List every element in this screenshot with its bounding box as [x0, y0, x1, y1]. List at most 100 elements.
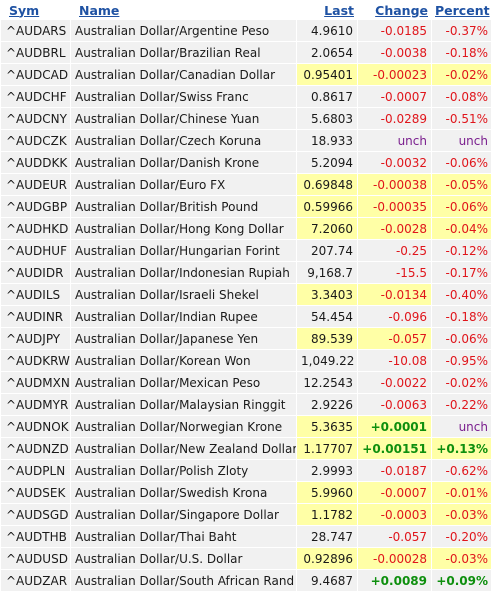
table-body: ^AUDARS Australian Dollar/Argentine Peso 4… — [1, 20, 491, 591]
header-row: Sym Name Last Change Percent — [1, 1, 491, 19]
percent-change-cell: -0.18% — [432, 306, 491, 327]
percent-change-cell: -0.37% — [432, 20, 491, 41]
name-cell: Australian Dollar/British Pound — [71, 196, 296, 217]
percent-change-cell: -0.08% — [432, 86, 491, 107]
table-row[interactable]: ^AUDTHB Australian Dollar/Thai Baht 28.747… — [1, 526, 491, 547]
symbol-cell: ^AUDSEK — [1, 482, 70, 503]
percent-change-cell: +0.13% — [432, 438, 491, 459]
table-row[interactable]: ^AUDSGD Australian Dollar/Singapore Dolla… — [1, 504, 491, 525]
sort-by-name-link[interactable]: Name — [71, 1, 296, 19]
last-price-cell: 89.539 — [297, 328, 357, 349]
change-cell: -0.0289 — [358, 108, 431, 129]
change-cell: -0.0007 — [358, 86, 431, 107]
name-cell: Australian Dollar/South African Rand — [71, 570, 296, 591]
name-cell: Australian Dollar/Brazilian Real — [71, 42, 296, 63]
percent-change-cell: -0.95% — [432, 350, 491, 371]
name-cell: Australian Dollar/Polish Zloty — [71, 460, 296, 481]
name-cell: Australian Dollar/Danish Krone — [71, 152, 296, 173]
percent-change-cell: -0.04% — [432, 218, 491, 239]
last-price-cell: 2.0654 — [297, 42, 357, 63]
last-price-cell: 7.2060 — [297, 218, 357, 239]
name-cell: Australian Dollar/Indonesian Rupiah — [71, 262, 296, 283]
symbol-cell: ^AUDZAR — [1, 570, 70, 591]
table-row[interactable]: ^AUDEUR Australian Dollar/Euro FX 0.69848-… — [1, 174, 491, 195]
symbol-cell: ^AUDDKK — [1, 152, 70, 173]
name-cell: Australian Dollar/Swedish Krona — [71, 482, 296, 503]
percent-change-cell: -0.06% — [432, 328, 491, 349]
symbol-cell: ^AUDUSD — [1, 548, 70, 569]
symbol-cell: ^AUDINR — [1, 306, 70, 327]
table-row[interactable]: ^AUDMXN Australian Dollar/Mexican Peso 12.… — [1, 372, 491, 393]
percent-change-cell: -0.03% — [432, 548, 491, 569]
symbol-cell: ^AUDJPY — [1, 328, 70, 349]
table-row[interactable]: ^AUDNOK Australian Dollar/Norwegian Krone… — [1, 416, 491, 437]
sort-by-change-link[interactable]: Change — [358, 1, 431, 19]
sort-by-percent-link[interactable]: Percent — [432, 1, 491, 19]
sort-by-last-link[interactable]: Last — [297, 1, 357, 19]
name-cell: Australian Dollar/Czech Koruna — [71, 130, 296, 151]
last-price-cell: 54.454 — [297, 306, 357, 327]
change-cell: -0.00028 — [358, 548, 431, 569]
change-cell: -0.0187 — [358, 460, 431, 481]
name-cell: Australian Dollar/Malaysian Ringgit — [71, 394, 296, 415]
change-cell: -15.5 — [358, 262, 431, 283]
last-price-cell: 5.2094 — [297, 152, 357, 173]
name-cell: Australian Dollar/Thai Baht — [71, 526, 296, 547]
symbol-cell: ^AUDPLN — [1, 460, 70, 481]
change-cell: -0.0134 — [358, 284, 431, 305]
table-row[interactable]: ^AUDZAR Australian Dollar/South African R… — [1, 570, 491, 591]
last-price-cell: 0.59966 — [297, 196, 357, 217]
percent-change-cell: -0.22% — [432, 394, 491, 415]
change-cell: +0.0001 — [358, 416, 431, 437]
last-price-cell: 4.9610 — [297, 20, 357, 41]
percent-change-cell: -0.03% — [432, 504, 491, 525]
table-row[interactable]: ^AUDBRL Australian Dollar/Brazilian Real 2… — [1, 42, 491, 63]
table-row[interactable]: ^AUDARS Australian Dollar/Argentine Peso 4… — [1, 20, 491, 41]
last-price-cell: 2.9993 — [297, 460, 357, 481]
table-row[interactable]: ^AUDCNY Australian Dollar/Chinese Yuan 5.6… — [1, 108, 491, 129]
table-row[interactable]: ^AUDNZD Australian Dollar/New Zealand Dol… — [1, 438, 491, 459]
name-cell: Australian Dollar/Euro FX — [71, 174, 296, 195]
table-row[interactable]: ^AUDGBP Australian Dollar/British Pound 0.… — [1, 196, 491, 217]
percent-change-cell: -0.40% — [432, 284, 491, 305]
change-cell: -10.08 — [358, 350, 431, 371]
last-price-cell: 207.74 — [297, 240, 357, 261]
percent-change-cell: -0.02% — [432, 64, 491, 85]
table-row[interactable]: ^AUDCAD Australian Dollar/Canadian Dollar… — [1, 64, 491, 85]
change-cell: -0.0003 — [358, 504, 431, 525]
table-row[interactable]: ^AUDMYR Australian Dollar/Malaysian Ringg… — [1, 394, 491, 415]
name-cell: Australian Dollar/Hong Kong Dollar — [71, 218, 296, 239]
change-cell: -0.00035 — [358, 196, 431, 217]
table-row[interactable]: ^AUDCHF Australian Dollar/Swiss Franc 0.86… — [1, 86, 491, 107]
change-cell: -0.00038 — [358, 174, 431, 195]
sort-by-symbol-link[interactable]: Sym — [1, 1, 70, 19]
symbol-cell: ^AUDEUR — [1, 174, 70, 195]
table-row[interactable]: ^AUDHKD Australian Dollar/Hong Kong Dolla… — [1, 218, 491, 239]
table-row[interactable]: ^AUDSEK Australian Dollar/Swedish Krona 5.… — [1, 482, 491, 503]
last-price-cell: 3.3403 — [297, 284, 357, 305]
name-cell: Australian Dollar/New Zealand Dollar — [71, 438, 296, 459]
percent-change-cell: -0.06% — [432, 152, 491, 173]
symbol-cell: ^AUDHUF — [1, 240, 70, 261]
last-price-cell: 5.3635 — [297, 416, 357, 437]
name-cell: Australian Dollar/Indian Rupee — [71, 306, 296, 327]
percent-change-cell: -0.51% — [432, 108, 491, 129]
last-price-cell: 0.92896 — [297, 548, 357, 569]
change-cell: -0.096 — [358, 306, 431, 327]
table-row[interactable]: ^AUDPLN Australian Dollar/Polish Zloty 2.9… — [1, 460, 491, 481]
table-row[interactable]: ^AUDKRW Australian Dollar/Korean Won 1,049… — [1, 350, 491, 371]
name-cell: Australian Dollar/Japanese Yen — [71, 328, 296, 349]
table-row[interactable]: ^AUDHUF Australian Dollar/Hungarian Forin… — [1, 240, 491, 261]
table-row[interactable]: ^AUDUSD Australian Dollar/U.S. Dollar 0.92… — [1, 548, 491, 569]
table-row[interactable]: ^AUDDKK Australian Dollar/Danish Krone 5.2… — [1, 152, 491, 173]
table-row[interactable]: ^AUDIDR Australian Dollar/Indonesian Rupi… — [1, 262, 491, 283]
last-price-cell: 0.95401 — [297, 64, 357, 85]
last-price-cell: 18.933 — [297, 130, 357, 151]
table-row[interactable]: ^AUDJPY Australian Dollar/Japanese Yen 89.… — [1, 328, 491, 349]
symbol-cell: ^AUDMYR — [1, 394, 70, 415]
table-row[interactable]: ^AUDILS Australian Dollar/Israeli Shekel 3… — [1, 284, 491, 305]
table-row[interactable]: ^AUDINR Australian Dollar/Indian Rupee 54.… — [1, 306, 491, 327]
symbol-cell: ^AUDMXN — [1, 372, 70, 393]
table-row[interactable]: ^AUDCZK Australian Dollar/Czech Koruna 18.… — [1, 130, 491, 151]
symbol-cell: ^AUDCHF — [1, 86, 70, 107]
